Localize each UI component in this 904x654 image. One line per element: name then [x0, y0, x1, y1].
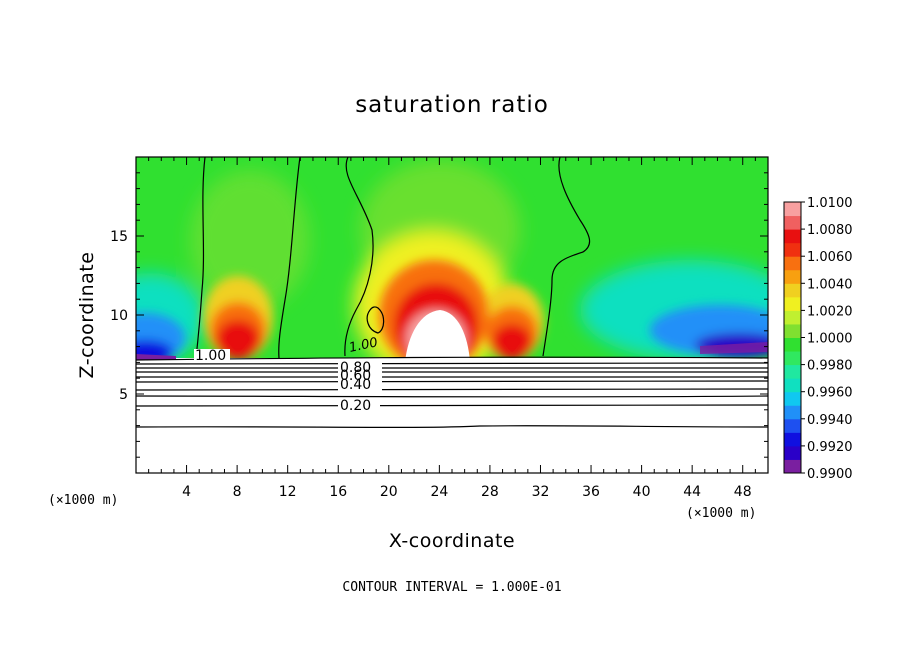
contour-label: 0.40	[340, 377, 371, 393]
colorbar-swatch	[784, 391, 801, 406]
contour-line	[136, 404, 768, 407]
mid-plume-core	[405, 310, 470, 362]
x-axis-ticks: 4 8 12 16 20 24 28 32 36 40 44 48	[148, 157, 756, 500]
contour-label-backdrop	[338, 363, 382, 392]
x-tick-label: 32	[532, 484, 550, 500]
x-tick-label: 48	[734, 484, 752, 500]
colorbar-label: 0.9900	[807, 467, 853, 482]
colorbar-swatch	[784, 296, 801, 311]
colorbar-swatch	[784, 310, 801, 325]
colorbar-swatch	[784, 432, 801, 447]
contour-label: 0.60	[340, 368, 371, 384]
contour-interval-note: CONTOUR INTERVAL = 1.000E-01	[342, 580, 561, 595]
colorbar-swatch	[784, 283, 801, 298]
colorbar-swatch	[784, 229, 801, 244]
colorbar-swatch	[784, 256, 801, 271]
contour-label: 1.00	[195, 348, 226, 364]
x-tick-label: 24	[430, 484, 448, 500]
contour-line	[278, 157, 301, 359]
colorbar-label: 0.9960	[807, 386, 853, 401]
contour-line	[542, 157, 591, 357]
contour-line	[195, 157, 206, 359]
colorbar-label: 0.9980	[807, 359, 853, 374]
y-axis-label: Z-coordinate	[76, 252, 98, 379]
colorbar-swatch	[784, 418, 801, 433]
x-tick-label: 4	[182, 484, 191, 500]
colorbar-swatch	[784, 337, 801, 352]
upper-left-moist-band	[190, 170, 310, 310]
x-unit-label: (×1000 m)	[48, 493, 118, 508]
contour-line	[136, 425, 768, 428]
colorbar-swatch	[784, 269, 801, 284]
chart-title: saturation ratio	[355, 92, 549, 118]
colorbar-swatch	[784, 215, 801, 230]
x-tick-label: 44	[683, 484, 701, 500]
colorbar-swatch	[784, 459, 801, 474]
unsaturated-base	[136, 358, 768, 473]
colorbar-label: 0.9940	[807, 413, 853, 428]
y-axis-ticks: 5 10 15	[110, 172, 768, 458]
x-tick-label: 28	[481, 484, 499, 500]
contour-line	[344, 157, 374, 357]
contour-line	[136, 380, 768, 383]
colorbar-swatch	[784, 445, 801, 460]
colorbar-swatch	[784, 364, 801, 379]
contour-label: 1.00	[348, 335, 379, 356]
base-edge-right	[700, 342, 768, 354]
colorbar-label: 1.0020	[807, 304, 853, 319]
y-unit-label: (×1000 m)	[686, 506, 756, 521]
contour-label-backdrop	[194, 349, 230, 362]
colorbar-swatch	[784, 405, 801, 420]
colorbar: 1.0100 1.0080 1.0060 1.0040 1.0020 1.0000 0.99…	[783, 196, 853, 482]
colorbar-label: 1.0040	[807, 277, 853, 292]
contour-label-backdrop	[338, 399, 380, 412]
colorbar-label: 1.0060	[807, 250, 853, 265]
contour-line	[136, 371, 768, 373]
x-tick-label: 36	[582, 484, 600, 500]
x-tick-label: 12	[279, 484, 297, 500]
y-tick-label: 15	[110, 229, 128, 245]
colorbar-swatch	[784, 242, 801, 257]
colorbar-swatch	[784, 202, 801, 217]
y-tick-label: 10	[110, 308, 128, 324]
x-tick-label: 20	[380, 484, 398, 500]
base-edge-left	[136, 354, 176, 360]
right-plume-red	[492, 324, 532, 360]
contour-label: 0.80	[340, 360, 371, 376]
contour-line	[136, 388, 768, 391]
colorbar-swatch	[784, 378, 801, 393]
heatmap-field	[136, 157, 768, 473]
x-axis-label: X-coordinate	[389, 530, 515, 552]
colorbar-label: 0.9920	[807, 440, 853, 455]
x-tick-label: 40	[633, 484, 651, 500]
contour-line	[136, 376, 768, 378]
colorbar-label: 1.0000	[807, 332, 853, 347]
contour-labels: 1.00 1.00 0.80 0.60 0.40 0.20	[194, 335, 382, 414]
contour-lines	[136, 157, 768, 428]
colorbar-label: 1.0080	[807, 223, 853, 238]
contour-label: 0.20	[340, 398, 371, 414]
y-tick-label: 5	[119, 387, 128, 403]
x-tick-label: 16	[329, 484, 347, 500]
x-tick-label: 8	[233, 484, 242, 500]
colorbar-label: 1.0100	[807, 196, 853, 211]
colorbar-swatch	[784, 323, 801, 338]
colorbar-swatch	[784, 351, 801, 366]
contour-line	[366, 306, 385, 334]
contour-line	[136, 395, 768, 398]
